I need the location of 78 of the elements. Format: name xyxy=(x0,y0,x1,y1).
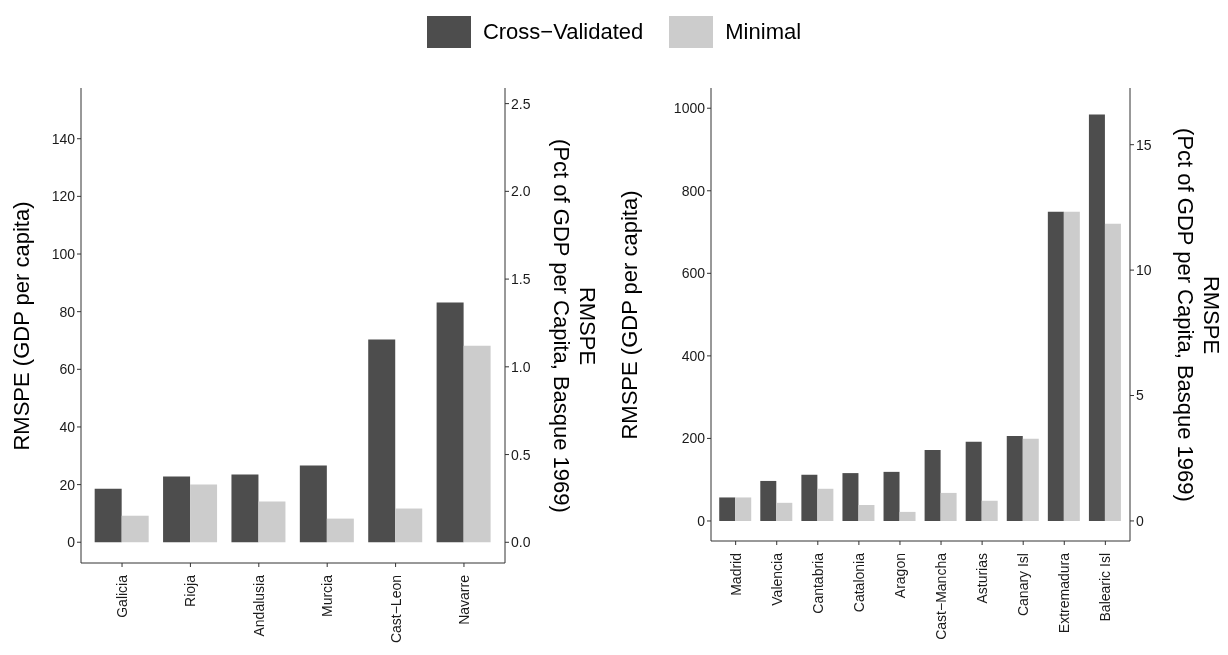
y-tick-label: 20 xyxy=(59,476,76,493)
x-tick-label: Catalonia xyxy=(850,552,867,613)
bar xyxy=(735,497,752,521)
bar xyxy=(163,476,191,543)
y2-tick-label: 1.0 xyxy=(511,358,531,375)
bar xyxy=(924,449,941,521)
bar xyxy=(883,471,900,521)
bar xyxy=(326,518,354,543)
bar xyxy=(463,345,491,543)
y-tick-label: 1000 xyxy=(673,100,706,117)
bar xyxy=(719,497,736,521)
y-tick-label: 40 xyxy=(59,418,76,435)
x-tick-label: Balearic Isl xyxy=(1097,553,1114,622)
x-tick-label: Murcia xyxy=(319,574,336,618)
y2-tick-label: 0 xyxy=(1136,512,1144,529)
x-tick-label: Navarre xyxy=(455,574,472,625)
bar xyxy=(395,508,423,543)
bar xyxy=(231,474,259,543)
legend-label: Cross−Validated xyxy=(482,19,644,45)
bar xyxy=(1104,223,1121,521)
x-tick-label: Andalusia xyxy=(250,574,267,637)
bar xyxy=(981,500,998,521)
x-tick-label: Cantabria xyxy=(809,552,826,614)
bar xyxy=(258,501,286,543)
x-tick-label: Galicia xyxy=(114,574,131,618)
y2-tick-label: 10 xyxy=(1136,262,1152,279)
bar xyxy=(858,504,875,521)
y-tick-label: 600 xyxy=(681,265,706,282)
x-tick-label: Madrid xyxy=(727,553,744,596)
bar xyxy=(121,515,149,543)
y2-tick-label: 2.0 xyxy=(511,183,531,200)
y-tick-label: 120 xyxy=(51,188,76,205)
bar xyxy=(94,488,122,543)
x-tick-label: Rioja xyxy=(182,574,199,607)
bar xyxy=(760,480,777,521)
y2-axis-title: RMSPE (Pct of GDP per Capita, Basque 1969) xyxy=(548,137,600,515)
x-tick-label: Asturias xyxy=(974,553,991,604)
bar xyxy=(899,511,916,521)
y2-tick-label: 0.0 xyxy=(511,534,531,551)
bar xyxy=(1022,438,1039,521)
bar xyxy=(842,473,859,521)
bar xyxy=(190,484,218,543)
y-axis-title: RMSPE (GDP per capita) xyxy=(8,200,35,452)
y-axis-title: RMSPE (GDP per capita) xyxy=(616,189,643,441)
bar xyxy=(801,474,818,521)
y2-axis-title: RMSPE (Pct of GDP per Capita, Basque 1969) xyxy=(1172,126,1224,504)
y2-tick-label: 0.5 xyxy=(511,446,531,463)
bar xyxy=(965,441,982,521)
x-tick-label: Cast−Mancha xyxy=(933,552,950,640)
y-tick-label: 400 xyxy=(681,347,706,364)
y-tick-label: 80 xyxy=(59,303,76,320)
y-tick-label: 0 xyxy=(697,512,706,529)
bar xyxy=(1088,114,1105,521)
y-tick-label: 140 xyxy=(51,130,76,147)
x-tick-label: Aragon xyxy=(891,553,908,599)
y2-tick-label: 2.5 xyxy=(511,95,531,112)
bar xyxy=(1006,435,1023,521)
y2-tick-label: 1.5 xyxy=(511,271,531,288)
bar xyxy=(299,465,327,543)
y2-tick-label: 15 xyxy=(1136,136,1152,153)
y-tick-label: 800 xyxy=(681,182,706,199)
x-tick-label: Cast−Leon xyxy=(387,575,404,644)
x-tick-label: Valencia xyxy=(768,552,785,606)
bar xyxy=(940,492,957,521)
bar xyxy=(776,502,793,521)
y-tick-label: 200 xyxy=(681,430,706,447)
y-tick-label: 0 xyxy=(67,534,76,551)
bar xyxy=(1047,211,1064,521)
bar xyxy=(368,339,396,543)
bar xyxy=(817,488,834,521)
y-tick-label: 60 xyxy=(59,361,76,378)
legend-label: Minimal xyxy=(725,19,802,45)
bar xyxy=(436,302,464,543)
y-tick-label: 100 xyxy=(51,245,76,262)
bar xyxy=(1063,211,1080,521)
x-tick-label: Canary Isl xyxy=(1015,553,1032,617)
x-tick-label: Extremadura xyxy=(1056,552,1073,634)
y2-tick-label: 5 xyxy=(1136,387,1144,404)
